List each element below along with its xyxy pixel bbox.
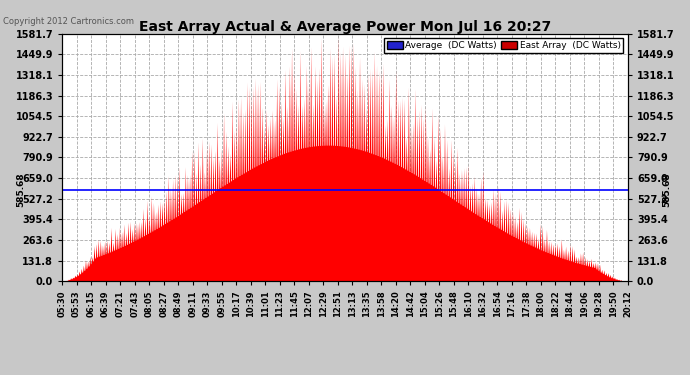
Text: 585.68: 585.68 xyxy=(17,172,26,207)
Text: 585.68: 585.68 xyxy=(662,172,671,207)
Title: East Array Actual & Average Power Mon Jul 16 20:27: East Array Actual & Average Power Mon Ju… xyxy=(139,20,551,34)
Legend: Average  (DC Watts), East Array  (DC Watts): Average (DC Watts), East Array (DC Watts… xyxy=(384,38,623,53)
Text: Copyright 2012 Cartronics.com: Copyright 2012 Cartronics.com xyxy=(3,17,135,26)
